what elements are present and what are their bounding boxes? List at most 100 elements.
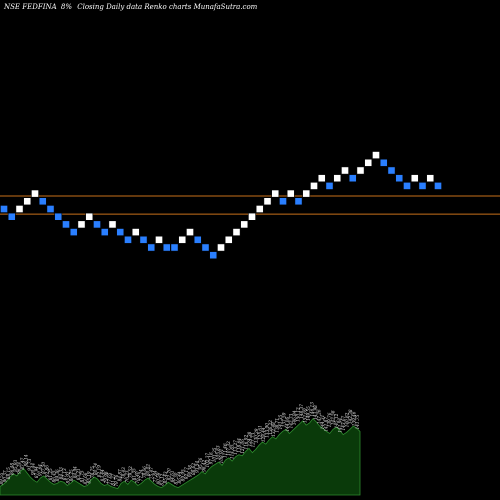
volume-label: 89.95 (180, 469, 185, 481)
volume-label: 84.87 (118, 469, 123, 481)
volume-label: 83.12 (160, 473, 165, 485)
up-brick (31, 189, 39, 198)
down-brick (209, 251, 218, 260)
volume-label: 93.54 (194, 461, 199, 473)
volume-label: 101.25 (212, 447, 217, 462)
volume-label: 142.58 (331, 410, 336, 425)
volume-label: 142.73 (289, 413, 294, 428)
up-brick (410, 174, 419, 183)
down-brick (193, 235, 202, 244)
volume-label: 118.64 (236, 438, 241, 453)
up-brick (85, 212, 94, 221)
volume-label: 139.76 (327, 412, 332, 427)
volume-label: 81.35 (132, 468, 137, 480)
down-brick (403, 182, 411, 190)
down-brick (124, 235, 132, 244)
up-brick (15, 205, 24, 213)
down-brick (279, 197, 287, 206)
volume-label: 143.98 (313, 405, 318, 420)
down-brick (0, 205, 8, 213)
volume-label: 88.14 (23, 454, 28, 466)
volume-label: 144.06 (285, 417, 290, 432)
volume-label: 116.92 (243, 435, 248, 450)
down-brick (395, 174, 404, 183)
up-brick (186, 228, 194, 236)
volume-label: 80.02 (146, 464, 151, 476)
volume-label: 85.92 (65, 471, 70, 483)
volume-label: 145.12 (334, 413, 339, 428)
header-symbol: NSE FEDFINA (3, 3, 57, 11)
volume-label: 91.73 (27, 458, 32, 470)
volume-label: 78.43 (121, 467, 126, 479)
volume-label: 83.21 (76, 468, 81, 480)
volume-label: 85.93 (13, 459, 18, 471)
volume-label: 128.44 (261, 427, 266, 442)
volume-label: 86.25 (69, 469, 74, 481)
up-brick (333, 174, 342, 183)
up-brick (255, 205, 264, 213)
volume-label: 85.19 (86, 471, 91, 483)
volume-label: 87.94 (34, 466, 39, 478)
volume-label: 88.15 (6, 467, 11, 479)
volume-area (0, 418, 361, 496)
down-brick (139, 235, 148, 244)
volume-label: 147.26 (317, 409, 322, 424)
down-brick (379, 158, 388, 167)
volume-label: 141.75 (355, 414, 360, 429)
volume-label: 142.38 (348, 409, 353, 424)
down-brick (434, 182, 442, 190)
up-brick (23, 197, 32, 206)
volume-label: 150.12 (296, 407, 301, 422)
volume-label: 82.70 (167, 468, 172, 480)
up-brick (263, 197, 272, 206)
volume-label: 97.18 (208, 452, 213, 464)
volume-label: 139.46 (352, 411, 357, 426)
up-brick (224, 235, 233, 244)
volume-label: 102.37 (205, 453, 210, 468)
volume-label: 96.74 (16, 462, 21, 474)
volume-label: 90.44 (30, 463, 35, 475)
volume-label: 141.87 (324, 417, 329, 432)
renko-bricks (0, 151, 442, 260)
down-brick (147, 243, 156, 252)
volume-label: 87.13 (62, 468, 67, 480)
volume-label: 108.91 (219, 449, 224, 464)
up-brick (317, 174, 326, 183)
volume-label: 76.23 (125, 470, 130, 482)
down-brick (38, 197, 47, 206)
volume-label: 79.52 (128, 466, 133, 478)
volume-label: 86.45 (51, 470, 56, 482)
volume-label: 76.40 (135, 471, 140, 483)
down-brick (387, 166, 396, 175)
volume-label: 79.76 (114, 474, 119, 486)
down-brick (325, 182, 334, 190)
volume-label: 130.29 (254, 428, 259, 443)
down-brick (100, 228, 109, 236)
up-brick (155, 235, 163, 244)
volume-label: 105.83 (215, 445, 220, 460)
volume-label: 84.33 (58, 467, 63, 479)
volume-label: 77.65 (107, 472, 112, 484)
volume-panel: 89.5590.3788.1586.4885.9396.7487.4788.14… (0, 402, 361, 496)
volume-label: 148.37 (299, 404, 304, 419)
up-brick (77, 220, 86, 229)
up-brick (131, 228, 140, 236)
volume-label: 144.31 (320, 415, 325, 430)
up-brick (310, 182, 318, 190)
up-brick (364, 158, 373, 167)
volume-label: 87.50 (41, 462, 46, 474)
down-brick (54, 212, 63, 221)
volume-label: 83.44 (100, 469, 105, 481)
volume-label: 133.90 (264, 423, 269, 438)
down-brick (348, 174, 357, 183)
volume-label: 114.85 (229, 444, 234, 459)
header-change: 8% (61, 3, 72, 11)
volume-label: 132.48 (271, 422, 276, 437)
down-brick (294, 197, 303, 206)
volume-label: 141.94 (338, 418, 343, 433)
volume-label: 140.82 (345, 412, 350, 427)
volume-label: 88.62 (191, 463, 196, 475)
volume-label: 84.61 (170, 470, 175, 482)
volume-label: 78.66 (142, 466, 147, 478)
